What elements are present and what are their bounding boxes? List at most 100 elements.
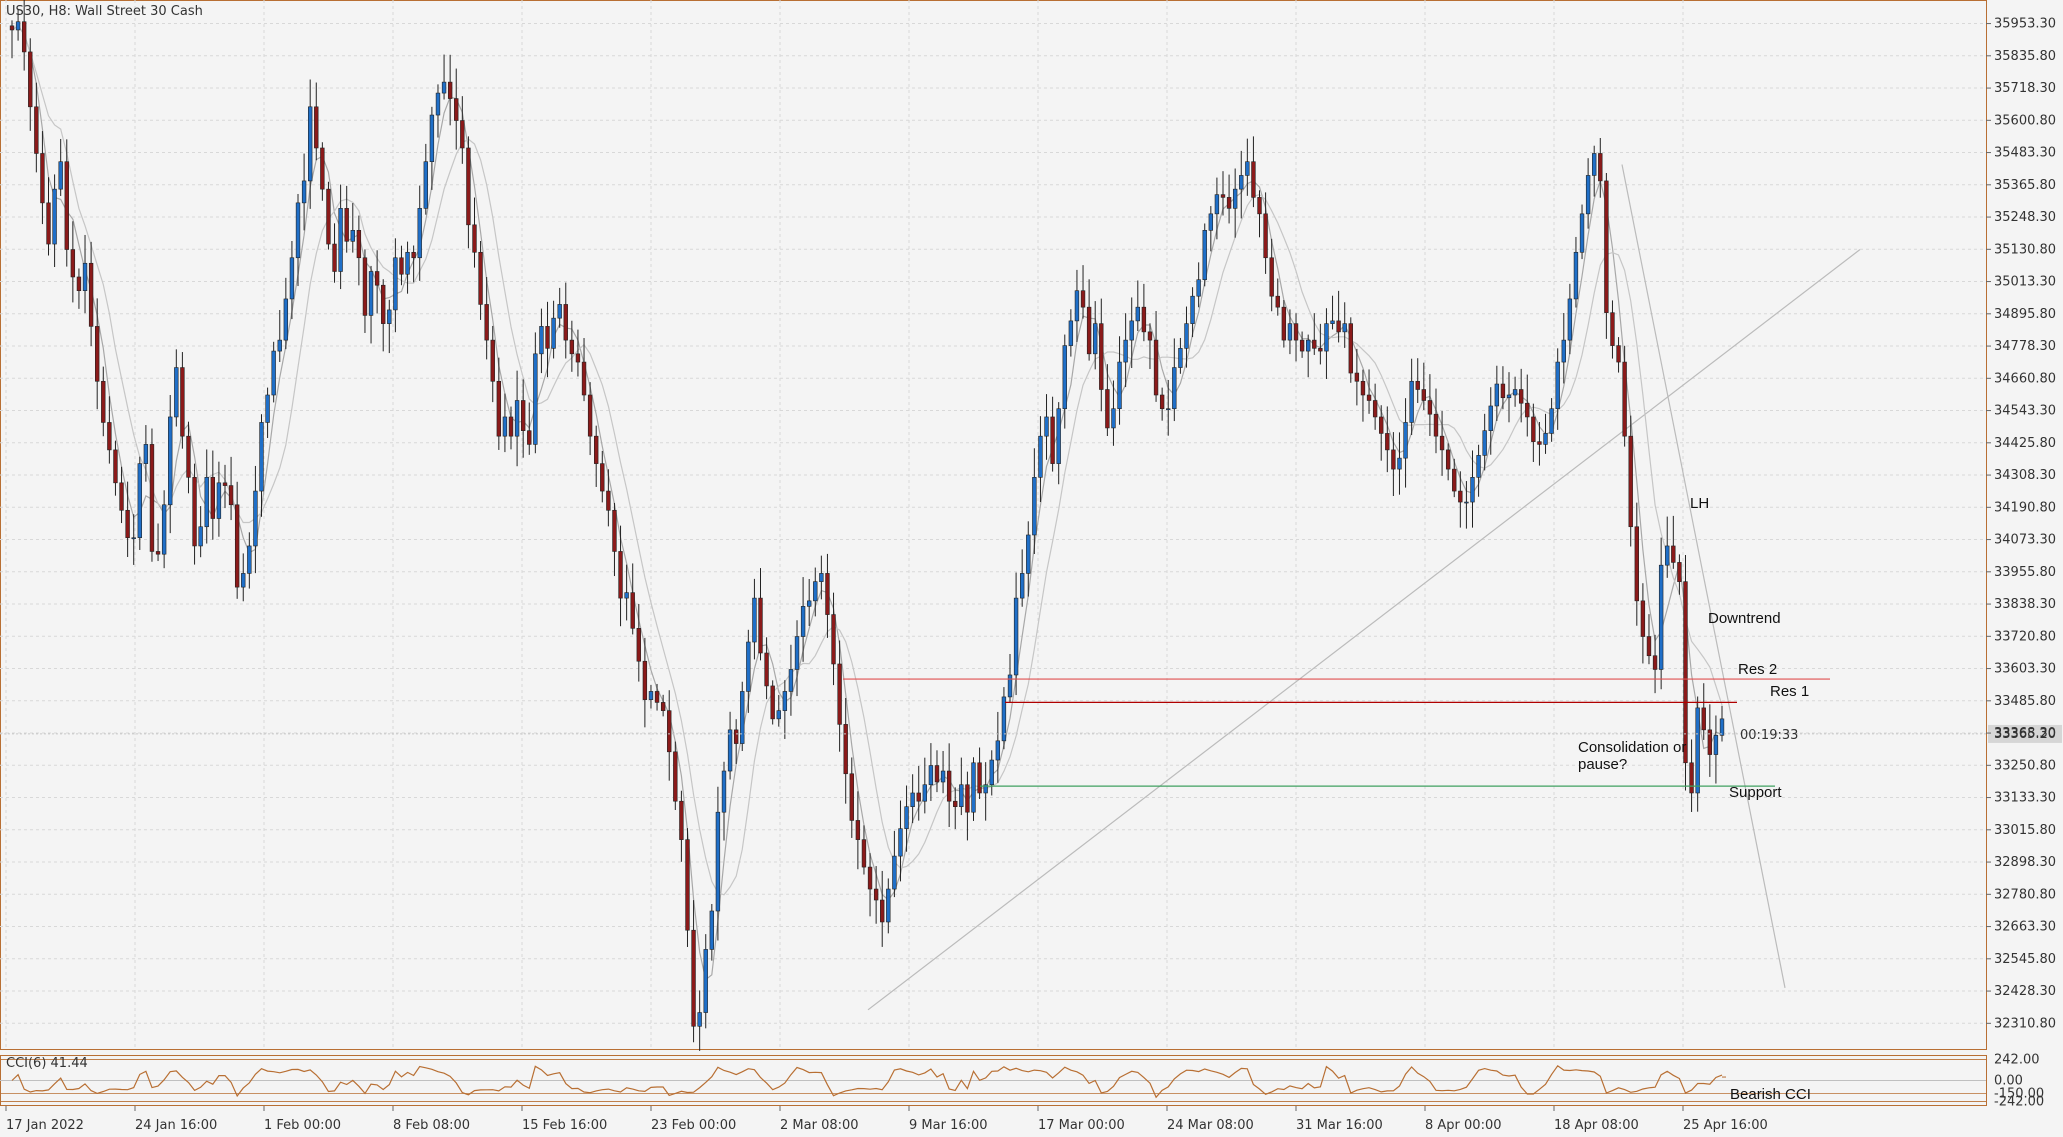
bear-candle-body	[399, 257, 404, 275]
candle	[1056, 402, 1061, 485]
bear-candle-body	[636, 627, 641, 662]
bull-candle-body	[995, 740, 1001, 761]
symbol-label: US30, H8: Wall Street 30 Cash	[6, 4, 203, 19]
time-tick-label: 24 Mar 08:00	[1167, 1118, 1254, 1133]
candle	[502, 393, 508, 453]
candle	[1123, 313, 1128, 388]
candle	[1086, 279, 1092, 361]
bear-candle-body	[1360, 380, 1366, 396]
candle	[58, 138, 63, 196]
bull-candle-body	[1208, 213, 1214, 231]
bear-candle-body	[1269, 257, 1274, 297]
bear-candle-body	[764, 652, 769, 687]
bull-candle-body	[368, 271, 374, 316]
candle	[107, 396, 112, 464]
candle	[307, 79, 313, 209]
candle	[15, 9, 21, 41]
bull-candle-body	[746, 641, 751, 692]
bull-candle-body	[1464, 501, 1469, 504]
candle	[880, 870, 885, 947]
bear-candle-body	[520, 400, 526, 431]
bull-candle-body	[1013, 597, 1019, 676]
bear-candle-body	[1372, 400, 1378, 418]
bear-candle-body	[180, 367, 185, 437]
bear-candle-body	[1525, 402, 1530, 418]
bull-candle-body	[277, 339, 282, 352]
candle	[1433, 388, 1439, 454]
candle	[520, 379, 526, 458]
candle	[344, 185, 349, 253]
candle	[849, 757, 854, 838]
time-tick-label: 8 Feb 08:00	[393, 1118, 470, 1133]
bull-candle-body	[82, 262, 88, 292]
bear-candle-body	[527, 430, 532, 445]
bear-candle-body	[76, 276, 82, 292]
candle	[490, 325, 495, 403]
candle	[1707, 704, 1713, 777]
bull-candle-body	[405, 251, 410, 275]
candle	[1610, 300, 1615, 359]
price-tick-label: 33133.30	[1994, 791, 2056, 806]
annotations: LH Downtrend Res 2 Res 1 Consolidation or pau…	[1578, 495, 1809, 801]
bear-candle-body	[1366, 394, 1372, 401]
bull-candle-body	[813, 581, 818, 602]
bull-candle-body	[1561, 339, 1566, 363]
candle	[1604, 172, 1609, 339]
candle	[247, 532, 252, 589]
bear-candle-body	[880, 899, 885, 923]
candle	[1287, 309, 1293, 355]
candle	[691, 900, 696, 1043]
bull-candle-body	[794, 636, 800, 670]
candle	[241, 553, 246, 602]
bear-candle-body	[825, 573, 830, 615]
bear-candle-body	[149, 444, 155, 552]
candle	[569, 320, 575, 372]
candle	[1239, 150, 1244, 219]
price-tick-label: 33368.30	[1994, 726, 2056, 741]
candle	[1153, 311, 1159, 402]
bear-candle-body	[600, 463, 605, 492]
bear-candle-body	[381, 284, 386, 324]
candle	[703, 934, 708, 1029]
price-tick-label: 32780.80	[1994, 887, 2056, 902]
bull-candle-body	[1342, 323, 1347, 333]
candle	[496, 357, 502, 450]
bull-candle-body	[289, 257, 295, 300]
price-tick-label: 34543.30	[1994, 404, 2056, 419]
candle	[752, 578, 757, 660]
bull-candle-body	[1135, 306, 1140, 322]
candle	[1001, 687, 1007, 750]
bear-candle-body	[125, 509, 130, 539]
candle	[1561, 313, 1566, 384]
candle	[533, 332, 538, 454]
candle	[557, 287, 562, 328]
bear-candle-body	[965, 784, 970, 813]
price-tick-label: 33838.30	[1994, 597, 2056, 612]
bull-candle-body	[1190, 295, 1195, 324]
bear-candle-body	[1354, 372, 1360, 382]
bull-candle-body	[898, 828, 903, 857]
candle	[301, 153, 307, 231]
candle	[466, 136, 471, 249]
bear-candle-body	[642, 660, 648, 700]
candle	[800, 577, 806, 662]
bull-candle-body	[776, 710, 781, 720]
bull-candle-body	[1658, 564, 1664, 670]
bull-candle-body	[721, 770, 727, 813]
candle	[1269, 238, 1274, 312]
time-tick-label: 8 Apr 00:00	[1425, 1118, 1502, 1133]
bear-candle-body	[606, 490, 611, 511]
candle	[1208, 206, 1214, 252]
bear-candle-body	[691, 929, 696, 1027]
bull-candle-body	[1512, 389, 1518, 396]
candle	[1135, 280, 1140, 332]
candle	[88, 241, 94, 347]
current-price-box	[1988, 724, 2062, 743]
candle	[1525, 374, 1530, 437]
candle	[1695, 696, 1700, 812]
candle	[338, 184, 343, 290]
bull-candle-body	[168, 416, 173, 506]
bull-candle-body	[959, 784, 964, 808]
bear-candle-body	[1518, 389, 1524, 404]
